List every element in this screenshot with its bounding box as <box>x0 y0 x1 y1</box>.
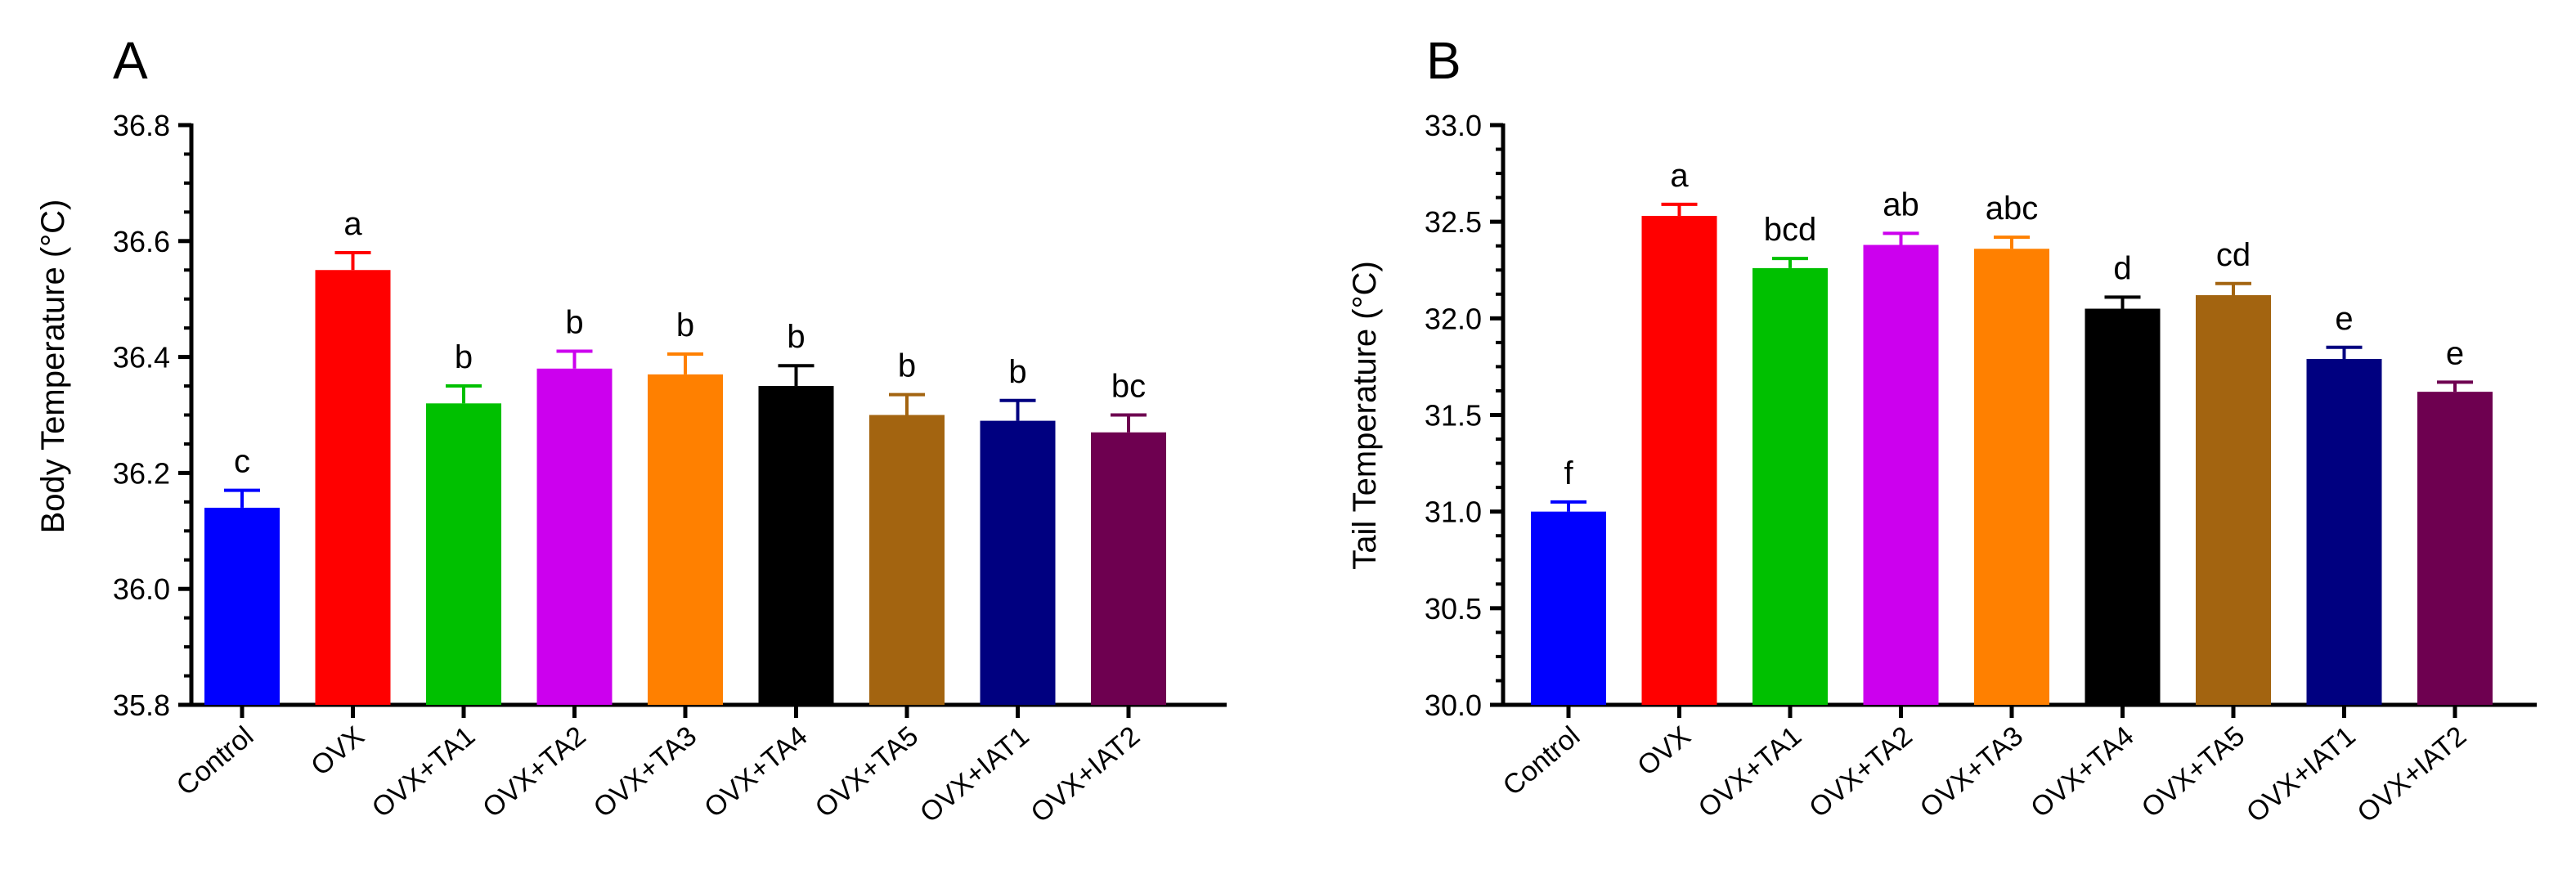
bar <box>1752 267 1828 705</box>
significance-label: e <box>2446 335 2464 371</box>
panel-a: A Body Temperature (°C) 35.8 36.0 36.2 36.4… <box>35 31 1227 829</box>
bar <box>758 386 834 705</box>
y-tick-label: 36.4 <box>113 341 170 374</box>
significance-label: b <box>1008 354 1026 390</box>
panel-b: B Tail Temperature (°C) 30.0 30.5 31.0 31.5… <box>1347 31 2537 829</box>
x-tick-label: OVX+TA5 <box>2136 720 2251 823</box>
y-tick-label: 32.5 <box>1425 205 1482 239</box>
x-tick-label: OVX+TA2 <box>1803 720 1918 823</box>
bar <box>2417 392 2493 705</box>
significance-label: b <box>787 319 805 355</box>
significance-label: c <box>234 444 250 480</box>
panel-a-y-axis-title: Body Temperature (°C) <box>35 200 71 534</box>
x-tick-label: OVX+IAT2 <box>1025 720 1146 829</box>
significance-label: a <box>1670 158 1689 194</box>
panel-b-y-axis-title: Tail Temperature (°C) <box>1347 261 1383 570</box>
significance-label: abc <box>1986 191 2039 226</box>
x-tick-label: OVX+TA5 <box>810 720 924 823</box>
significance-label: b <box>676 307 694 343</box>
x-tick-label: OVX+TA3 <box>1914 720 2029 823</box>
y-tick-label: 36.6 <box>113 225 170 258</box>
significance-label: f <box>1564 455 1573 491</box>
bar <box>980 420 1056 705</box>
y-tick-label: 36.0 <box>113 572 170 606</box>
x-tick-label: Control <box>171 720 259 802</box>
bar <box>869 415 945 705</box>
bar <box>648 374 723 705</box>
bar <box>1091 432 1166 705</box>
significance-label: cd <box>2216 237 2251 273</box>
y-tick-label: 31.0 <box>1425 496 1482 529</box>
y-tick-label: 31.5 <box>1425 399 1482 433</box>
bar <box>204 507 280 705</box>
bar <box>1531 511 1606 705</box>
significance-label: b <box>455 339 473 375</box>
significance-label: bcd <box>1764 212 1817 248</box>
bar <box>1863 244 1939 705</box>
significance-label: e <box>2335 301 2353 337</box>
x-tick-label: OVX <box>305 720 370 782</box>
x-tick-label: OVX+TA1 <box>1693 720 1807 823</box>
x-tick-label: OVX+TA2 <box>477 720 591 823</box>
significance-label: a <box>343 206 362 242</box>
panel-b-label: B <box>1426 31 1461 90</box>
x-tick-label: Control <box>1497 720 1586 802</box>
x-tick-label: OVX <box>1631 720 1696 782</box>
x-tick-label: OVX+TA4 <box>2025 720 2139 823</box>
bar <box>1974 249 2049 706</box>
y-tick-label: 35.8 <box>113 688 170 722</box>
y-tick-label: 33.0 <box>1425 109 1482 142</box>
panel-a-label: A <box>113 31 148 90</box>
significance-label: bc <box>1111 369 1146 405</box>
bar <box>2196 294 2271 705</box>
bar <box>1641 216 1717 705</box>
y-tick-label: 36.2 <box>113 456 170 490</box>
x-tick-label: OVX+TA4 <box>698 720 813 823</box>
significance-label: d <box>2113 250 2131 286</box>
x-tick-label: OVX+IAT2 <box>2351 720 2472 829</box>
y-tick-label: 32.0 <box>1425 302 1482 335</box>
y-tick-label: 30.5 <box>1425 592 1482 626</box>
x-tick-label: OVX+TA1 <box>366 720 481 823</box>
significance-label: b <box>898 348 916 384</box>
x-tick-label: OVX+IAT1 <box>2241 720 2362 829</box>
significance-label: ab <box>1883 186 1919 222</box>
y-tick-label: 30.0 <box>1425 688 1482 722</box>
x-tick-label: OVX+IAT1 <box>914 720 1035 829</box>
bar <box>315 270 391 705</box>
bar <box>2306 358 2382 705</box>
bar <box>2085 308 2161 705</box>
x-tick-label: OVX+TA3 <box>588 720 702 823</box>
bar <box>426 403 501 705</box>
bar <box>536 368 613 705</box>
y-tick-label: 36.8 <box>113 109 170 142</box>
significance-label: b <box>565 305 583 341</box>
